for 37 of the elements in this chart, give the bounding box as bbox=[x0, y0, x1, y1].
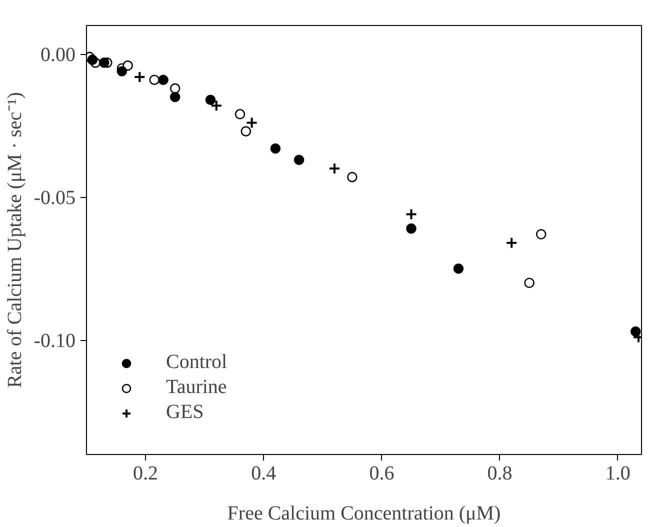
point bbox=[246, 116, 258, 129]
point bbox=[240, 126, 252, 136]
point bbox=[205, 94, 216, 105]
point bbox=[122, 60, 133, 71]
point bbox=[149, 74, 160, 85]
x-tick-label: 0.8 bbox=[487, 462, 512, 484]
point bbox=[210, 100, 222, 112]
point bbox=[506, 236, 518, 249]
point bbox=[99, 58, 110, 68]
point bbox=[294, 154, 304, 166]
point bbox=[328, 162, 340, 174]
y-tick-label: -0.10 bbox=[34, 330, 76, 352]
x-tick-label: 0.6 bbox=[369, 462, 394, 484]
point bbox=[347, 172, 358, 182]
x-tick-label: 0.4 bbox=[251, 462, 276, 484]
legend-label: GES bbox=[166, 401, 204, 424]
point bbox=[116, 66, 128, 76]
point bbox=[87, 54, 98, 65]
point bbox=[170, 83, 180, 94]
point bbox=[406, 223, 416, 234]
x-tick-label: 1.0 bbox=[605, 462, 630, 484]
y-axis-title: Rate of Calcium Uptake (μM · sec⁻¹) bbox=[4, 92, 26, 388]
point bbox=[630, 326, 641, 337]
point bbox=[170, 92, 180, 102]
x-tick-label: 0.2 bbox=[133, 462, 158, 484]
y-tick-label: 0.00 bbox=[40, 44, 76, 66]
point bbox=[536, 229, 546, 240]
point bbox=[405, 208, 418, 220]
legend-label: Control bbox=[166, 351, 228, 374]
y-tick-label: -0.05 bbox=[34, 187, 76, 210]
point bbox=[270, 143, 281, 154]
legend-label: Taurine bbox=[166, 376, 227, 399]
point bbox=[234, 109, 246, 120]
point bbox=[134, 70, 146, 83]
point bbox=[524, 278, 534, 288]
point bbox=[453, 263, 464, 274]
x-axis-title: Free Calcium Concentration (μM) bbox=[227, 502, 501, 524]
